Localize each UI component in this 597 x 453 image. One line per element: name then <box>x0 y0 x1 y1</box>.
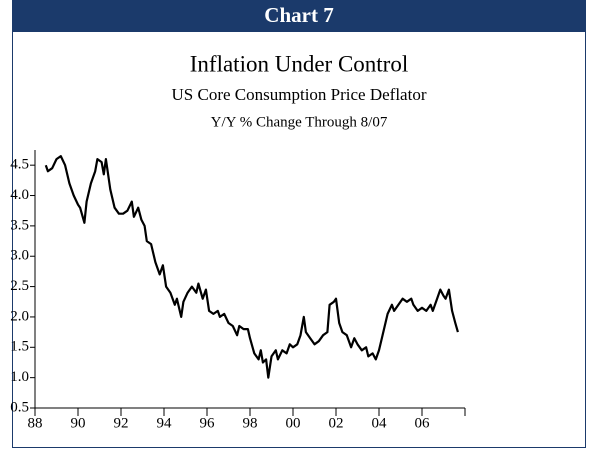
x-tick-label: 90 <box>71 415 86 431</box>
chart-note: Y/Y % Change Through 8/07 <box>211 114 388 130</box>
chart-title: Inflation Under Control <box>190 51 408 76</box>
x-tick-label: 96 <box>200 415 216 431</box>
x-tick-label: 92 <box>114 415 129 431</box>
x-tick-label: 98 <box>243 415 258 431</box>
header-bar <box>12 0 586 32</box>
y-tick-label: 1.5 <box>10 339 29 355</box>
y-tick-label: 3.0 <box>10 248 29 264</box>
y-tick-label: 4.0 <box>10 187 29 203</box>
x-tick-label: 06 <box>415 415 431 431</box>
data-line <box>44 155 459 379</box>
frame <box>12 0 586 448</box>
y-tick-label: 3.5 <box>10 217 29 233</box>
x-tick-label: 04 <box>372 415 388 431</box>
x-tick-label: 94 <box>157 415 173 431</box>
y-tick-label: 2.5 <box>10 278 29 294</box>
y-tick-label: 4.5 <box>10 157 29 173</box>
y-tick-label: 2.0 <box>10 308 29 324</box>
x-tick-label: 02 <box>329 415 344 431</box>
x-tick-label: 88 <box>28 415 43 431</box>
y-tick-label: 1.0 <box>10 369 29 385</box>
header-title: Chart 7 <box>264 3 333 27</box>
x-tick-label: 00 <box>286 415 301 431</box>
chart-subtitle: US Core Consumption Price Deflator <box>172 85 427 104</box>
y-tick-label: 0.5 <box>10 399 29 415</box>
